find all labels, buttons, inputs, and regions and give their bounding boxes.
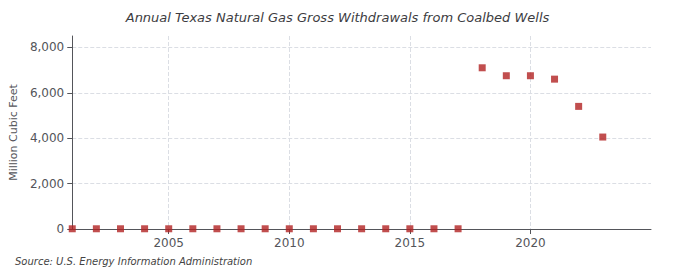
- svg-text:2020: 2020: [515, 236, 546, 250]
- svg-text:0: 0: [57, 222, 65, 236]
- svg-text:6,000: 6,000: [30, 86, 64, 100]
- svg-text:4,000: 4,000: [30, 131, 64, 145]
- svg-text:2015: 2015: [395, 236, 426, 250]
- svg-text:Source: U.S. Energy Informatio: Source: U.S. Energy Information Administ…: [15, 256, 252, 267]
- svg-text:Annual Texas Natural Gas Gross: Annual Texas Natural Gas Gross Withdrawa…: [125, 10, 550, 25]
- svg-text:8,000: 8,000: [30, 40, 64, 54]
- svg-text:2010: 2010: [274, 236, 305, 250]
- svg-text:2005: 2005: [153, 236, 184, 250]
- svg-text:2,000: 2,000: [30, 177, 64, 191]
- svg-text:Million Cubic Feet: Million Cubic Feet: [7, 83, 20, 180]
